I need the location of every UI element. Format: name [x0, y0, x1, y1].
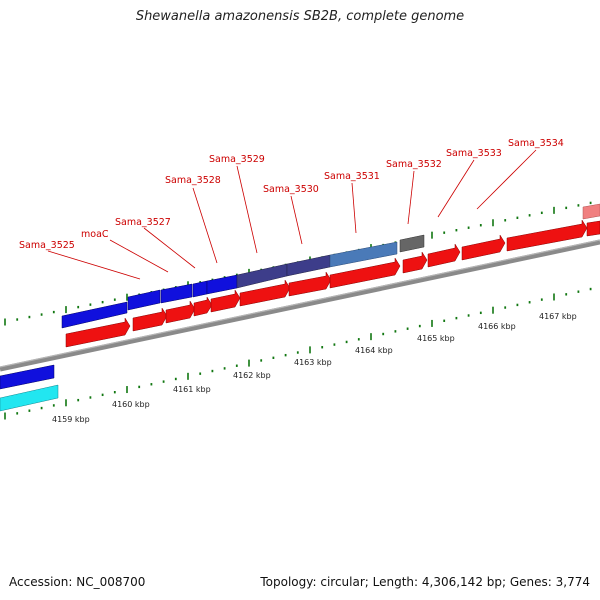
kbp-label: 4165 kbp	[417, 334, 455, 343]
gene-feature[interactable]	[586, 220, 600, 237]
gene-label[interactable]: moaC	[81, 229, 109, 240]
gene-label[interactable]: Sama_3531	[324, 171, 380, 182]
gene-feature[interactable]	[461, 234, 506, 261]
reverse-strand-genes	[65, 219, 600, 348]
gene-feature[interactable]	[0, 384, 59, 412]
genome-backbone-highlight	[0, 239, 600, 368]
gene-feature[interactable]	[236, 263, 288, 289]
gene-feature[interactable]	[210, 289, 241, 313]
kbp-label: 4162 kbp	[233, 371, 271, 380]
gene-feature[interactable]	[61, 301, 128, 329]
gene-feature[interactable]	[329, 257, 401, 289]
gene-label-leaders	[47, 149, 537, 280]
gene-feature[interactable]	[582, 203, 600, 220]
gene-label[interactable]: Sama_3532	[386, 159, 442, 170]
gene-label[interactable]: Sama_3529	[209, 154, 265, 165]
gene-label[interactable]: Sama_3525	[19, 240, 75, 251]
kbp-label: 4160 kbp	[112, 400, 150, 409]
gene-feature[interactable]	[0, 364, 55, 390]
kbp-label: 4166 kbp	[478, 322, 516, 331]
gene-feature[interactable]	[288, 271, 332, 297]
gene-feature[interactable]	[127, 289, 161, 311]
kbp-label: 4164 kbp	[355, 346, 393, 355]
position-labels: 4159 kbp 4160 kbp 4161 kbp 4162 kbp 4163…	[52, 312, 577, 424]
gene-feature[interactable]	[193, 296, 213, 317]
inner-tick-track	[4, 287, 592, 420]
kbp-label: 4167 kbp	[539, 312, 577, 321]
gene-label[interactable]: Sama_3530	[263, 184, 319, 195]
gene-feature[interactable]	[192, 280, 208, 298]
gene-feature[interactable]	[427, 243, 461, 268]
gene-label[interactable]: Sama_3533	[446, 148, 502, 159]
gene-label[interactable]: Sama_3528	[165, 175, 221, 186]
forward-strand-genes	[0, 203, 600, 412]
kbp-label: 4161 kbp	[173, 385, 211, 394]
gene-feature[interactable]	[399, 234, 425, 253]
gene-feature[interactable]	[206, 274, 238, 295]
gene-label[interactable]: Sama_3534	[508, 138, 564, 149]
genome-backbone	[0, 239, 600, 372]
gene-feature[interactable]	[286, 254, 331, 277]
kbp-label: 4159 kbp	[52, 415, 90, 424]
gene-feature[interactable]	[165, 300, 196, 324]
gene-feature[interactable]	[65, 317, 131, 348]
gene-labels: Sama_3525 moaC Sama_3527 Sama_3528 Sama_…	[19, 138, 564, 251]
kbp-label: 4163 kbp	[294, 358, 332, 367]
genome-summary-text: Topology: circular; Length: 4,306,142 bp…	[260, 575, 590, 589]
accession-text: Accession: NC_008700	[9, 575, 146, 589]
gene-feature[interactable]	[329, 241, 398, 268]
gene-feature[interactable]	[160, 283, 193, 304]
gene-feature[interactable]	[402, 251, 428, 274]
gene-feature[interactable]	[132, 307, 168, 332]
gene-label[interactable]: Sama_3527	[115, 217, 171, 228]
map-title: Shewanella amazonensis SB2B, complete ge…	[135, 9, 465, 24]
